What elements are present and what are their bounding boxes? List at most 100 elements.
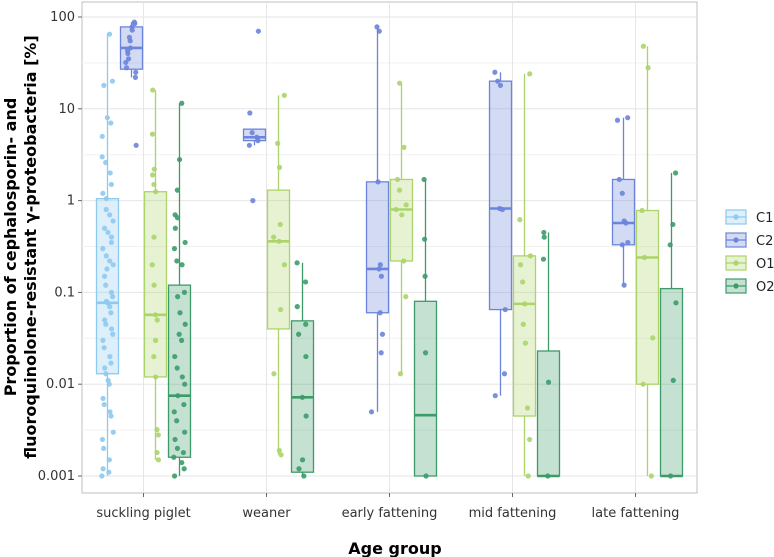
box-o1-late-fattening: [635, 43, 660, 479]
data-point: [527, 436, 533, 443]
box-o1-suckling-piglet: [143, 87, 168, 463]
data-point: [151, 234, 157, 240]
data-point: [517, 217, 523, 223]
data-point: [99, 133, 105, 140]
data-point: [125, 56, 132, 62]
data-point: [393, 206, 399, 213]
legend-label: O1: [756, 257, 774, 272]
data-point: [149, 172, 156, 178]
data-point: [545, 473, 551, 479]
box-o1-early-fattening: [389, 80, 414, 377]
data-point: [123, 65, 130, 71]
legend-swatch-dot: [733, 214, 739, 220]
y-tick-label: 1: [67, 194, 75, 209]
box-o2-weaner: [290, 260, 315, 479]
legend-swatch-dot: [733, 260, 739, 266]
data-point: [175, 393, 181, 399]
data-point: [107, 212, 113, 218]
data-point: [174, 215, 181, 221]
data-point: [667, 473, 674, 479]
data-point: [154, 449, 160, 456]
data-point: [110, 218, 116, 224]
data-point: [106, 457, 112, 463]
data-point: [670, 377, 676, 384]
legend-swatch-dot: [733, 237, 739, 243]
x-tick-label: early fattening: [342, 506, 438, 521]
data-point: [174, 418, 180, 424]
data-point: [181, 289, 188, 295]
data-point: [497, 82, 504, 88]
data-point: [378, 350, 384, 356]
data-point: [281, 262, 288, 268]
data-point: [522, 301, 528, 307]
data-point: [108, 310, 114, 316]
data-point: [302, 279, 309, 285]
data-point: [650, 335, 656, 341]
box-c2-early-fattening: [365, 24, 390, 415]
data-point: [174, 365, 180, 371]
data-point: [276, 238, 282, 244]
data-point: [614, 117, 621, 123]
x-tick-label: late fattening: [592, 506, 680, 521]
data-point: [100, 337, 106, 344]
data-point: [401, 144, 407, 150]
data-point: [527, 253, 534, 259]
y-tick-label: 10: [58, 102, 75, 117]
data-point: [401, 258, 407, 264]
data-point: [277, 221, 283, 228]
data-point: [107, 258, 113, 264]
data-point: [101, 345, 107, 351]
legend-item-c1: C1: [725, 209, 773, 226]
box-iqr: [659, 287, 684, 477]
data-point: [182, 381, 188, 387]
data-point: [127, 38, 133, 44]
box-iqr: [536, 350, 561, 477]
data-point: [541, 229, 547, 236]
data-point: [639, 207, 645, 214]
data-point: [278, 452, 284, 458]
data-point: [107, 353, 113, 360]
data-point: [150, 87, 156, 93]
data-point: [171, 246, 178, 252]
data-point: [255, 138, 261, 144]
y-tick-label: 100: [50, 10, 75, 25]
data-point: [172, 436, 178, 443]
box-o2-late-fattening: [659, 170, 684, 479]
data-point: [103, 206, 109, 213]
data-point: [107, 409, 113, 415]
box-o2-mid-fattening: [536, 229, 561, 479]
data-point: [541, 234, 547, 240]
data-point: [299, 457, 306, 463]
data-point: [396, 187, 403, 193]
data-point: [110, 262, 116, 268]
data-point: [625, 239, 631, 246]
data-point: [104, 115, 110, 121]
data-point: [100, 395, 106, 402]
data-point: [171, 409, 177, 415]
data-point: [527, 71, 533, 77]
data-point: [103, 321, 109, 327]
data-point: [422, 273, 428, 279]
data-point: [109, 78, 116, 84]
data-point: [107, 304, 113, 310]
data-point: [99, 436, 106, 443]
y-axis-ticks: 0.001 0.01 0.1 1 10 100: [38, 10, 82, 484]
data-point: [495, 78, 501, 84]
data-point: [153, 374, 159, 380]
data-point: [179, 100, 185, 106]
data-point: [103, 282, 109, 288]
data-point: [619, 242, 625, 248]
data-point: [421, 176, 427, 183]
data-point: [403, 202, 409, 208]
data-point: [106, 381, 112, 387]
box-iqr: [488, 80, 513, 311]
box-series: [95, 19, 684, 479]
box-o2-suckling-piglet: [167, 100, 192, 479]
data-point: [179, 374, 185, 380]
data-point: [123, 59, 129, 66]
data-point: [101, 445, 107, 451]
data-point: [299, 394, 305, 400]
data-point: [641, 254, 648, 261]
data-point: [99, 154, 105, 160]
data-point: [403, 294, 409, 300]
